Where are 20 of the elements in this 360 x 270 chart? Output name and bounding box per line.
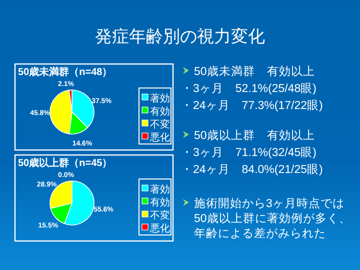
text: 発症年齢別の視力変化 (95, 27, 265, 46)
chart-title: 50歳未満群（n=48） (18, 66, 112, 78)
legend-label: 不変 (150, 118, 170, 130)
text: ・3ヶ月 71.1%(32/45眼) (181, 146, 317, 159)
text: 50歳以上群に著効例が多く、 (194, 212, 351, 225)
text: 年齢による差がみられた (194, 227, 326, 240)
text: 50歳未満群 有効以上 (194, 65, 315, 78)
legend-label: 不変 (150, 210, 170, 222)
text: 施術開始から3ヶ月時点では (194, 197, 344, 210)
chart-title: 50歳以上群（n=45） (18, 157, 112, 169)
legend-label: 著効 (150, 184, 170, 196)
legend-label: 悪化 (149, 132, 170, 144)
legend-label: 悪化 (149, 222, 170, 234)
text: ・24ヶ月 77.3%(17/22眼) (181, 99, 324, 112)
text: ・3ヶ月 52.1%(25/48眼) (181, 82, 317, 95)
text: 50歳以上群 有効以上 (194, 129, 315, 142)
legend-label: 有効 (150, 106, 170, 118)
legend-label: 有効 (150, 196, 170, 208)
text: ・24ヶ月 84.0%(21/25眼) (181, 163, 324, 176)
legend-label: 著効 (150, 92, 170, 104)
